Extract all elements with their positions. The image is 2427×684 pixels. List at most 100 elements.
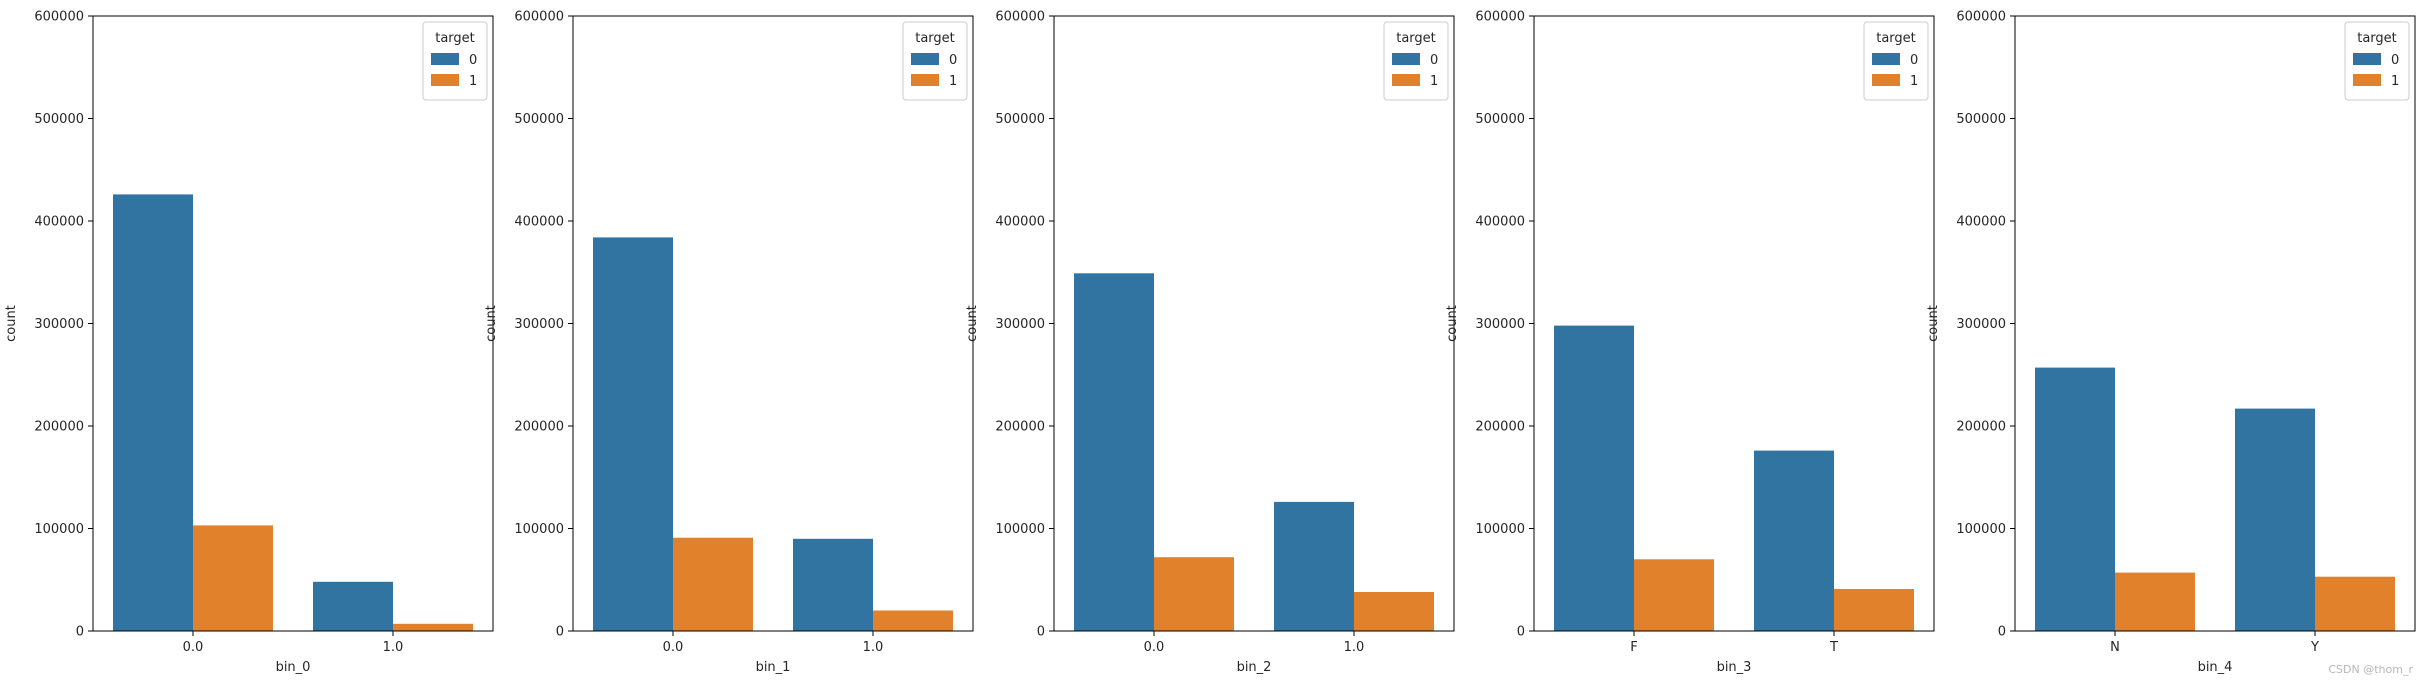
x-axis-label: bin_0 xyxy=(276,660,311,675)
x-tick-label: 0.0 xyxy=(1144,640,1165,655)
y-tick-label: 300000 xyxy=(1956,317,2006,332)
legend-label-1: 1 xyxy=(1910,74,1918,89)
y-axis-label: count xyxy=(484,305,499,342)
x-tick-label: 0.0 xyxy=(183,640,204,655)
y-tick-label: 100000 xyxy=(1956,522,2006,537)
legend-swatch-1 xyxy=(1392,74,1420,86)
panel-bin_2: 0 100000 200000 300000 400000 500000 600000 0.0… xyxy=(965,10,1455,675)
bar-1.0-target-0 xyxy=(313,581,393,631)
x-tick-label: N xyxy=(2110,640,2120,655)
y-axis-label: count xyxy=(965,305,980,342)
bar-0.0-target-1 xyxy=(673,537,753,631)
legend-label-0: 0 xyxy=(1910,53,1918,68)
legend-title: target xyxy=(2357,31,2397,46)
legend-swatch-0 xyxy=(911,53,939,65)
y-tick-label: 0 xyxy=(76,625,84,640)
bar-1.0-target-1 xyxy=(393,623,473,631)
bar-0.0-target-0 xyxy=(113,194,193,631)
y-tick-label: 500000 xyxy=(514,112,564,127)
legend: target 0 1 xyxy=(1383,21,1449,101)
y-tick-label: 100000 xyxy=(995,522,1045,537)
x-tick-label: F xyxy=(1630,640,1637,655)
y-tick-label: 600000 xyxy=(514,10,564,25)
y-tick-label: 300000 xyxy=(34,317,84,332)
y-tick-label: 600000 xyxy=(34,10,84,25)
y-tick-label: 100000 xyxy=(34,522,84,537)
bar-1.0-target-0 xyxy=(1274,501,1354,631)
legend-title: target xyxy=(1396,31,1436,46)
legend-swatch-0 xyxy=(2353,53,2381,65)
legend-swatch-1 xyxy=(2353,74,2381,86)
y-tick-label: 400000 xyxy=(1956,215,2006,230)
legend-label-0: 0 xyxy=(2391,53,2399,68)
x-tick-label: 1.0 xyxy=(1344,640,1365,655)
y-axis-label: count xyxy=(4,305,19,342)
legend-title: target xyxy=(1876,31,1916,46)
y-tick-label: 300000 xyxy=(995,317,1045,332)
bar-F-target-1 xyxy=(1634,559,1714,632)
y-tick-label: 300000 xyxy=(514,317,564,332)
x-axis-label: bin_1 xyxy=(756,660,791,675)
legend: target 0 1 xyxy=(902,21,968,101)
x-tick-label: T xyxy=(1829,640,1838,655)
y-tick-label: 200000 xyxy=(1475,420,1525,435)
legend: target 0 1 xyxy=(422,21,488,101)
y-tick-label: 400000 xyxy=(995,215,1045,230)
bar-Y-target-1 xyxy=(2315,576,2395,631)
legend: target 0 1 xyxy=(2344,21,2410,101)
bar-0.0-target-1 xyxy=(193,525,273,631)
y-tick-label: 400000 xyxy=(1475,215,1525,230)
y-tick-label: 0 xyxy=(1037,625,1045,640)
y-tick-label: 500000 xyxy=(1475,112,1525,127)
bar-0.0-target-0 xyxy=(1074,273,1154,631)
legend-title: target xyxy=(435,31,475,46)
bar-T-target-0 xyxy=(1754,450,1834,631)
y-tick-label: 0 xyxy=(1517,625,1525,640)
y-tick-label: 400000 xyxy=(514,215,564,230)
y-tick-label: 400000 xyxy=(34,215,84,230)
y-tick-label: 600000 xyxy=(1956,10,2006,25)
x-tick-label: 0.0 xyxy=(663,640,684,655)
y-tick-label: 0 xyxy=(1998,625,2006,640)
bar-N-target-1 xyxy=(2115,572,2195,631)
y-tick-label: 300000 xyxy=(1475,317,1525,332)
panel-bin_3: 0 100000 200000 300000 400000 500000 600000 F Tb… xyxy=(1445,10,1935,675)
panel-bin_0: 0 100000 200000 300000 400000 500000 600000 0.0… xyxy=(4,10,494,675)
legend-title: target xyxy=(915,31,955,46)
legend-label-1: 1 xyxy=(2391,74,2399,89)
bar-T-target-1 xyxy=(1834,589,1914,631)
y-tick-label: 500000 xyxy=(1956,112,2006,127)
x-axis-label: bin_3 xyxy=(1717,660,1752,675)
x-tick-label: Y xyxy=(2310,640,2319,655)
bar-1.0-target-1 xyxy=(1354,592,1434,631)
y-tick-label: 500000 xyxy=(34,112,84,127)
legend-swatch-0 xyxy=(1392,53,1420,65)
legend-swatch-1 xyxy=(911,74,939,86)
legend-label-1: 1 xyxy=(949,74,957,89)
y-axis-label: count xyxy=(1445,305,1460,342)
y-tick-label: 600000 xyxy=(1475,10,1525,25)
legend-swatch-0 xyxy=(431,53,459,65)
x-tick-label: 1.0 xyxy=(863,640,884,655)
panel-bin_1: 0 100000 200000 300000 400000 500000 600000 0.0… xyxy=(484,10,974,675)
bar-0.0-target-1 xyxy=(1154,557,1234,631)
legend-label-0: 0 xyxy=(469,53,477,68)
legend-label-0: 0 xyxy=(1430,53,1438,68)
y-tick-label: 600000 xyxy=(995,10,1045,25)
bar-0.0-target-0 xyxy=(593,237,673,631)
x-axis-label: bin_2 xyxy=(1237,660,1272,675)
legend-label-1: 1 xyxy=(1430,74,1438,89)
y-tick-label: 500000 xyxy=(995,112,1045,127)
bar-N-target-0 xyxy=(2035,367,2115,631)
legend: target 0 1 xyxy=(1863,21,1929,101)
legend-swatch-0 xyxy=(1872,53,1900,65)
bar-F-target-0 xyxy=(1554,325,1634,631)
x-tick-label: 1.0 xyxy=(383,640,404,655)
legend-label-1: 1 xyxy=(469,74,477,89)
y-tick-label: 200000 xyxy=(1956,420,2006,435)
panel-bin_4: 0 100000 200000 300000 400000 500000 600000 N Yb… xyxy=(1926,10,2416,675)
watermark: CSDN @thom_r xyxy=(2328,663,2413,676)
legend-label-0: 0 xyxy=(949,53,957,68)
x-axis-label: bin_4 xyxy=(2198,660,2233,675)
